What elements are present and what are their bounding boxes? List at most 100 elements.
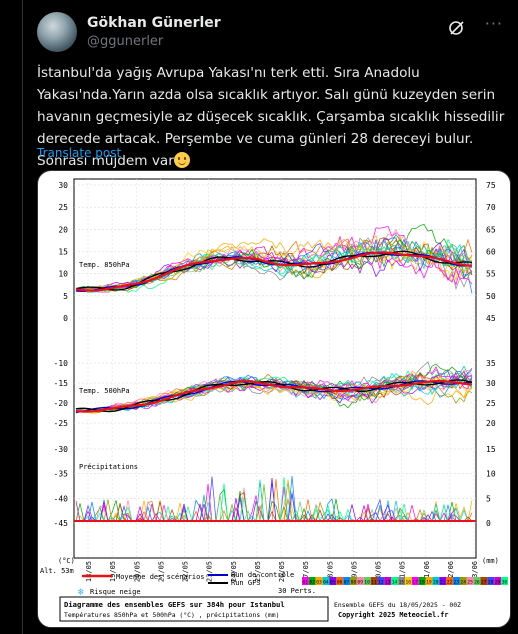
right-axis-tick-label: 60 [486,248,496,257]
post-text: İstanbul'da yağış Avrupa Yakası'nı terk … [37,62,507,172]
mean-line-850 [75,251,473,292]
perts-number: 29 [495,580,501,586]
forecast-chart-image[interactable]: 30 75 25 70 20 65 15 60 10 55 5 50 0 45 Temp. 850hPa -1… [37,170,511,628]
perts-color-swatch [439,577,447,585]
gfs-run-500 [75,379,473,413]
perts-color-swatch [466,577,474,585]
left-unit-label: (°C) [58,557,75,565]
perts-number: 08 [351,580,357,586]
x-tick-label: 29/05 [350,561,358,582]
perts-number: 30 [502,580,508,586]
perts-number: 06 [337,580,343,586]
right-axis-tick-label: 5 [486,494,491,503]
perts-number: 20 [433,580,439,586]
legend-label-control: Run de contrôle [231,571,294,579]
right-axis-tick-label: 15 [486,445,496,454]
footer-title-box [59,596,329,622]
perts-number: 18 [419,580,425,586]
left-axis-tick-label: -30 [54,445,69,454]
perts-color-swatch [398,577,405,585]
perts-number: 15 [399,580,405,586]
ensemble-member-850 [75,238,473,293]
x-tick-label: 02/06 [447,561,455,582]
perts-color-swatch [336,577,344,585]
perts-number: 05 [330,580,336,586]
post-header: Gökhan Günerler @ggunerler ··· [37,12,507,56]
legend-label-snow-risk: Risque neige [90,588,141,596]
gfs-run-850 [75,250,473,291]
right-axis-tick-label: 70 [486,203,496,212]
footer-copyright: Copyright 2025 Meteociel.fr [338,611,449,619]
perts-number: 09 [357,580,363,586]
perts-number: 14 [392,580,398,586]
ensemble-member-500 [75,363,473,412]
x-tick-label: 20/05 [133,561,141,582]
perts-number: 04 [323,580,329,586]
panel-label: Précipitations [79,463,138,471]
x-tick-label: 26/05 [278,561,286,582]
panel-label: Temp. 850hPa [79,261,130,269]
left-axis-tick-label: 15 [58,248,68,257]
perts-color-swatch [329,577,337,585]
right-axis-tick-label: 45 [486,314,496,323]
perts-color-swatch [425,577,433,585]
left-axis-tick-label: 20 [58,225,68,234]
altitude-label: Alt. 53m [40,567,74,575]
perts-number: 02 [309,580,315,586]
perts-color-swatch [446,577,454,585]
perts-number: 25 [467,580,473,586]
perts-number: 11 [371,580,377,586]
perts-color-swatch [432,577,440,585]
perts-number: 28 [488,580,494,586]
author-handle[interactable]: @ggunerler [87,34,164,49]
perts-number: 26 [474,580,480,586]
legend-label-gfs: Run GFS [231,579,261,587]
left-axis-tick-label: 10 [58,270,68,279]
perts-color-swatch [418,577,426,585]
perts-number: 10 [364,580,370,586]
plot-frame [73,178,477,559]
left-axis-tick-label: 30 [58,181,68,190]
avatar[interactable] [37,12,77,52]
x-tick-label: 22/05 [182,561,190,582]
x-tick-label: 30/05 [375,561,383,582]
smile-emoji [173,152,190,168]
perts-color-swatch [453,577,460,585]
right-axis-tick-label: 10 [486,470,496,479]
perts-color-swatch [350,577,357,585]
right-unit-label: (mm) [482,557,499,565]
right-axis-tick-label: 75 [486,181,496,190]
left-axis-tick-label: -25 [54,419,69,428]
perts-number: 24 [460,580,466,586]
perts-color-swatch [384,577,392,585]
perts-color-swatch [343,577,351,585]
legend-label-mean: Moyenne des scénarios [116,573,205,581]
x-tick-label: 03/06 [471,561,479,582]
more-icon[interactable]: ··· [484,14,503,33]
x-tick-label: 25/05 [254,561,262,582]
perts-number: 03 [316,580,322,586]
author-name[interactable]: Gökhan Günerler [87,15,221,31]
perts-color-swatch [501,577,508,585]
x-tick-label: 21/05 [157,561,165,582]
grok-icon[interactable] [447,18,467,38]
perts-color-swatch [487,577,495,585]
perts-number: 07 [344,580,350,586]
left-axis-tick-label: 0 [63,314,68,323]
post-container: Gökhan Günerler @ggunerler ··· İstanbul'… [22,0,518,634]
left-axis-tick-label: -40 [54,494,69,503]
perts-number: 01 [303,580,309,586]
perts-color-swatch [315,577,323,585]
translate-post-link[interactable]: Translate post [37,146,122,160]
footer-title: Diagramme des ensembles GEFS sur 384h po… [64,600,285,609]
perts-color-swatch [480,577,488,585]
perts-color-swatch [322,577,330,585]
left-axis-tick-label: -35 [54,470,69,479]
x-tick-label: 18/05 [85,561,93,582]
right-axis-tick-label: 35 [486,359,496,368]
perts-number: 13 [385,580,391,586]
left-axis-tick-label: -45 [54,519,69,528]
perts-number: 16 [406,580,412,586]
legend-label-perts: 30 Perts. [278,587,316,595]
